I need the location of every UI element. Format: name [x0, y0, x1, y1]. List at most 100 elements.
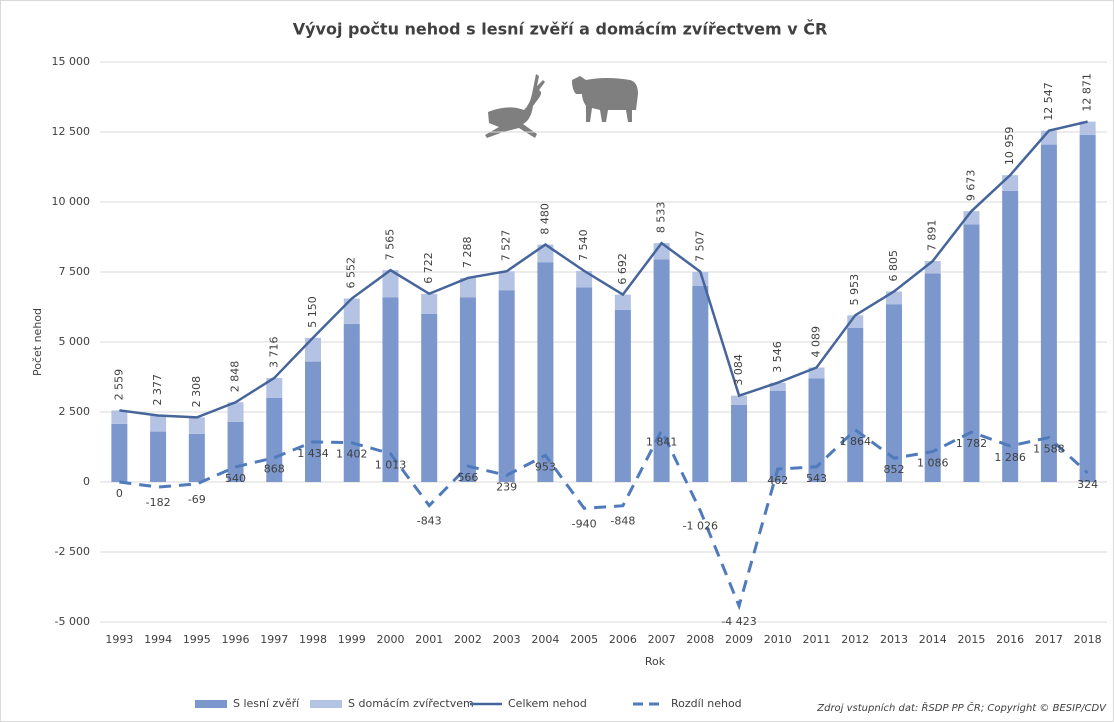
bar — [692, 286, 709, 482]
x-tick-label: 2017 — [1035, 633, 1063, 646]
data-label: -848 — [610, 515, 635, 528]
data-label: 1 588 — [1033, 443, 1065, 456]
bar — [576, 270, 593, 288]
data-label: -1 026 — [683, 520, 718, 533]
data-label: 2 308 — [190, 376, 203, 408]
data-label: 852 — [883, 463, 904, 476]
data-label: 4 089 — [810, 326, 823, 358]
bar — [111, 410, 128, 424]
x-tick-label: 2006 — [609, 633, 637, 646]
y-tick-label: -5 000 — [55, 615, 90, 628]
data-label: 7 507 — [693, 230, 706, 262]
bar — [459, 277, 476, 298]
data-label: 0 — [116, 487, 123, 500]
x-tick-label: 2010 — [764, 633, 792, 646]
bar — [150, 431, 167, 482]
data-label: 7 288 — [461, 236, 474, 268]
x-tick-label: 1999 — [338, 633, 366, 646]
bar — [227, 402, 244, 422]
bar — [1079, 121, 1096, 135]
y-tick-label: 2 500 — [59, 405, 91, 418]
x-tick-label: 2014 — [919, 633, 947, 646]
bar — [305, 361, 322, 482]
bar — [498, 271, 515, 291]
bar — [537, 244, 554, 263]
bar — [885, 291, 902, 305]
x-tick-label: 2009 — [725, 633, 753, 646]
x-tick-label: 2012 — [841, 633, 869, 646]
bar — [653, 259, 670, 482]
y-tick-label: 15 000 — [52, 55, 91, 68]
data-label: 2 559 — [112, 369, 125, 401]
bar — [459, 297, 476, 482]
x-tick-label: 2016 — [996, 633, 1024, 646]
x-tick-label: 1997 — [260, 633, 288, 646]
data-label: 12 871 — [1081, 73, 1094, 112]
data-label: 12 547 — [1042, 82, 1055, 121]
bar — [1002, 175, 1019, 191]
data-label: 324 — [1077, 478, 1098, 491]
legend-label: Celkem nehod — [508, 697, 587, 710]
data-label: 462 — [767, 474, 788, 487]
data-label: 7 540 — [577, 229, 590, 261]
bar — [1002, 190, 1019, 483]
x-axis-label: Rok — [645, 655, 666, 668]
x-tick-label: 2011 — [803, 633, 831, 646]
deer-icon — [485, 74, 545, 138]
data-label: 10 959 — [1003, 127, 1016, 166]
data-label: 566 — [457, 471, 478, 484]
bar — [266, 377, 283, 398]
bar — [343, 298, 360, 324]
bar — [421, 293, 438, 314]
legend-label: Rozdíl nehod — [671, 697, 742, 710]
data-label: 1 402 — [336, 448, 368, 461]
x-tick-label: 1994 — [144, 633, 172, 646]
data-label: 1 286 — [994, 451, 1026, 464]
data-label: 239 — [496, 480, 517, 493]
data-label: 7 565 — [383, 229, 396, 261]
data-label: 6 552 — [345, 257, 358, 289]
y-axis-label: Počet nehod — [31, 308, 44, 376]
x-tick-label: 2018 — [1074, 633, 1102, 646]
bar — [266, 398, 283, 482]
x-tick-label: 2000 — [376, 633, 404, 646]
x-tick-label: 2015 — [957, 633, 985, 646]
chart-title: Vývoj počtu nehod s lesní zvěří a domácí… — [293, 20, 828, 39]
source-note: Zdroj vstupních dat: ŘSDP PP ČR; Copyrig… — [816, 701, 1107, 714]
data-label: 3 084 — [732, 354, 745, 386]
bar — [382, 270, 399, 298]
y-tick-label: 10 000 — [52, 195, 91, 208]
bar — [614, 294, 631, 310]
y-tick-label: 0 — [83, 475, 90, 488]
bar — [150, 415, 167, 432]
x-tick-label: 2001 — [415, 633, 443, 646]
data-label: -4 423 — [721, 615, 756, 628]
bar — [188, 417, 205, 434]
data-label: 6 722 — [422, 252, 435, 284]
legend-swatch — [310, 700, 342, 708]
bar — [731, 405, 748, 482]
x-tick-label: 1995 — [183, 633, 211, 646]
x-tick-label: 2005 — [570, 633, 598, 646]
bar — [1079, 134, 1096, 483]
bar — [808, 378, 825, 482]
x-tick-label: 2002 — [454, 633, 482, 646]
data-label: 1 864 — [840, 435, 872, 448]
data-label: 9 673 — [964, 170, 977, 202]
y-tick-label: 5 000 — [59, 335, 91, 348]
bar — [421, 314, 438, 482]
data-label: 8 533 — [655, 202, 668, 234]
bar — [305, 337, 322, 362]
data-label: 2 377 — [151, 374, 164, 406]
data-label: -182 — [146, 496, 171, 509]
bar — [769, 391, 786, 482]
data-label: 1 086 — [917, 457, 949, 470]
bar — [1040, 144, 1057, 482]
x-tick-label: 2004 — [531, 633, 559, 646]
cow-icon — [572, 76, 638, 122]
bar — [808, 367, 825, 379]
bar — [382, 297, 399, 482]
data-label: -69 — [188, 493, 206, 506]
x-tick-label: 1993 — [105, 633, 133, 646]
